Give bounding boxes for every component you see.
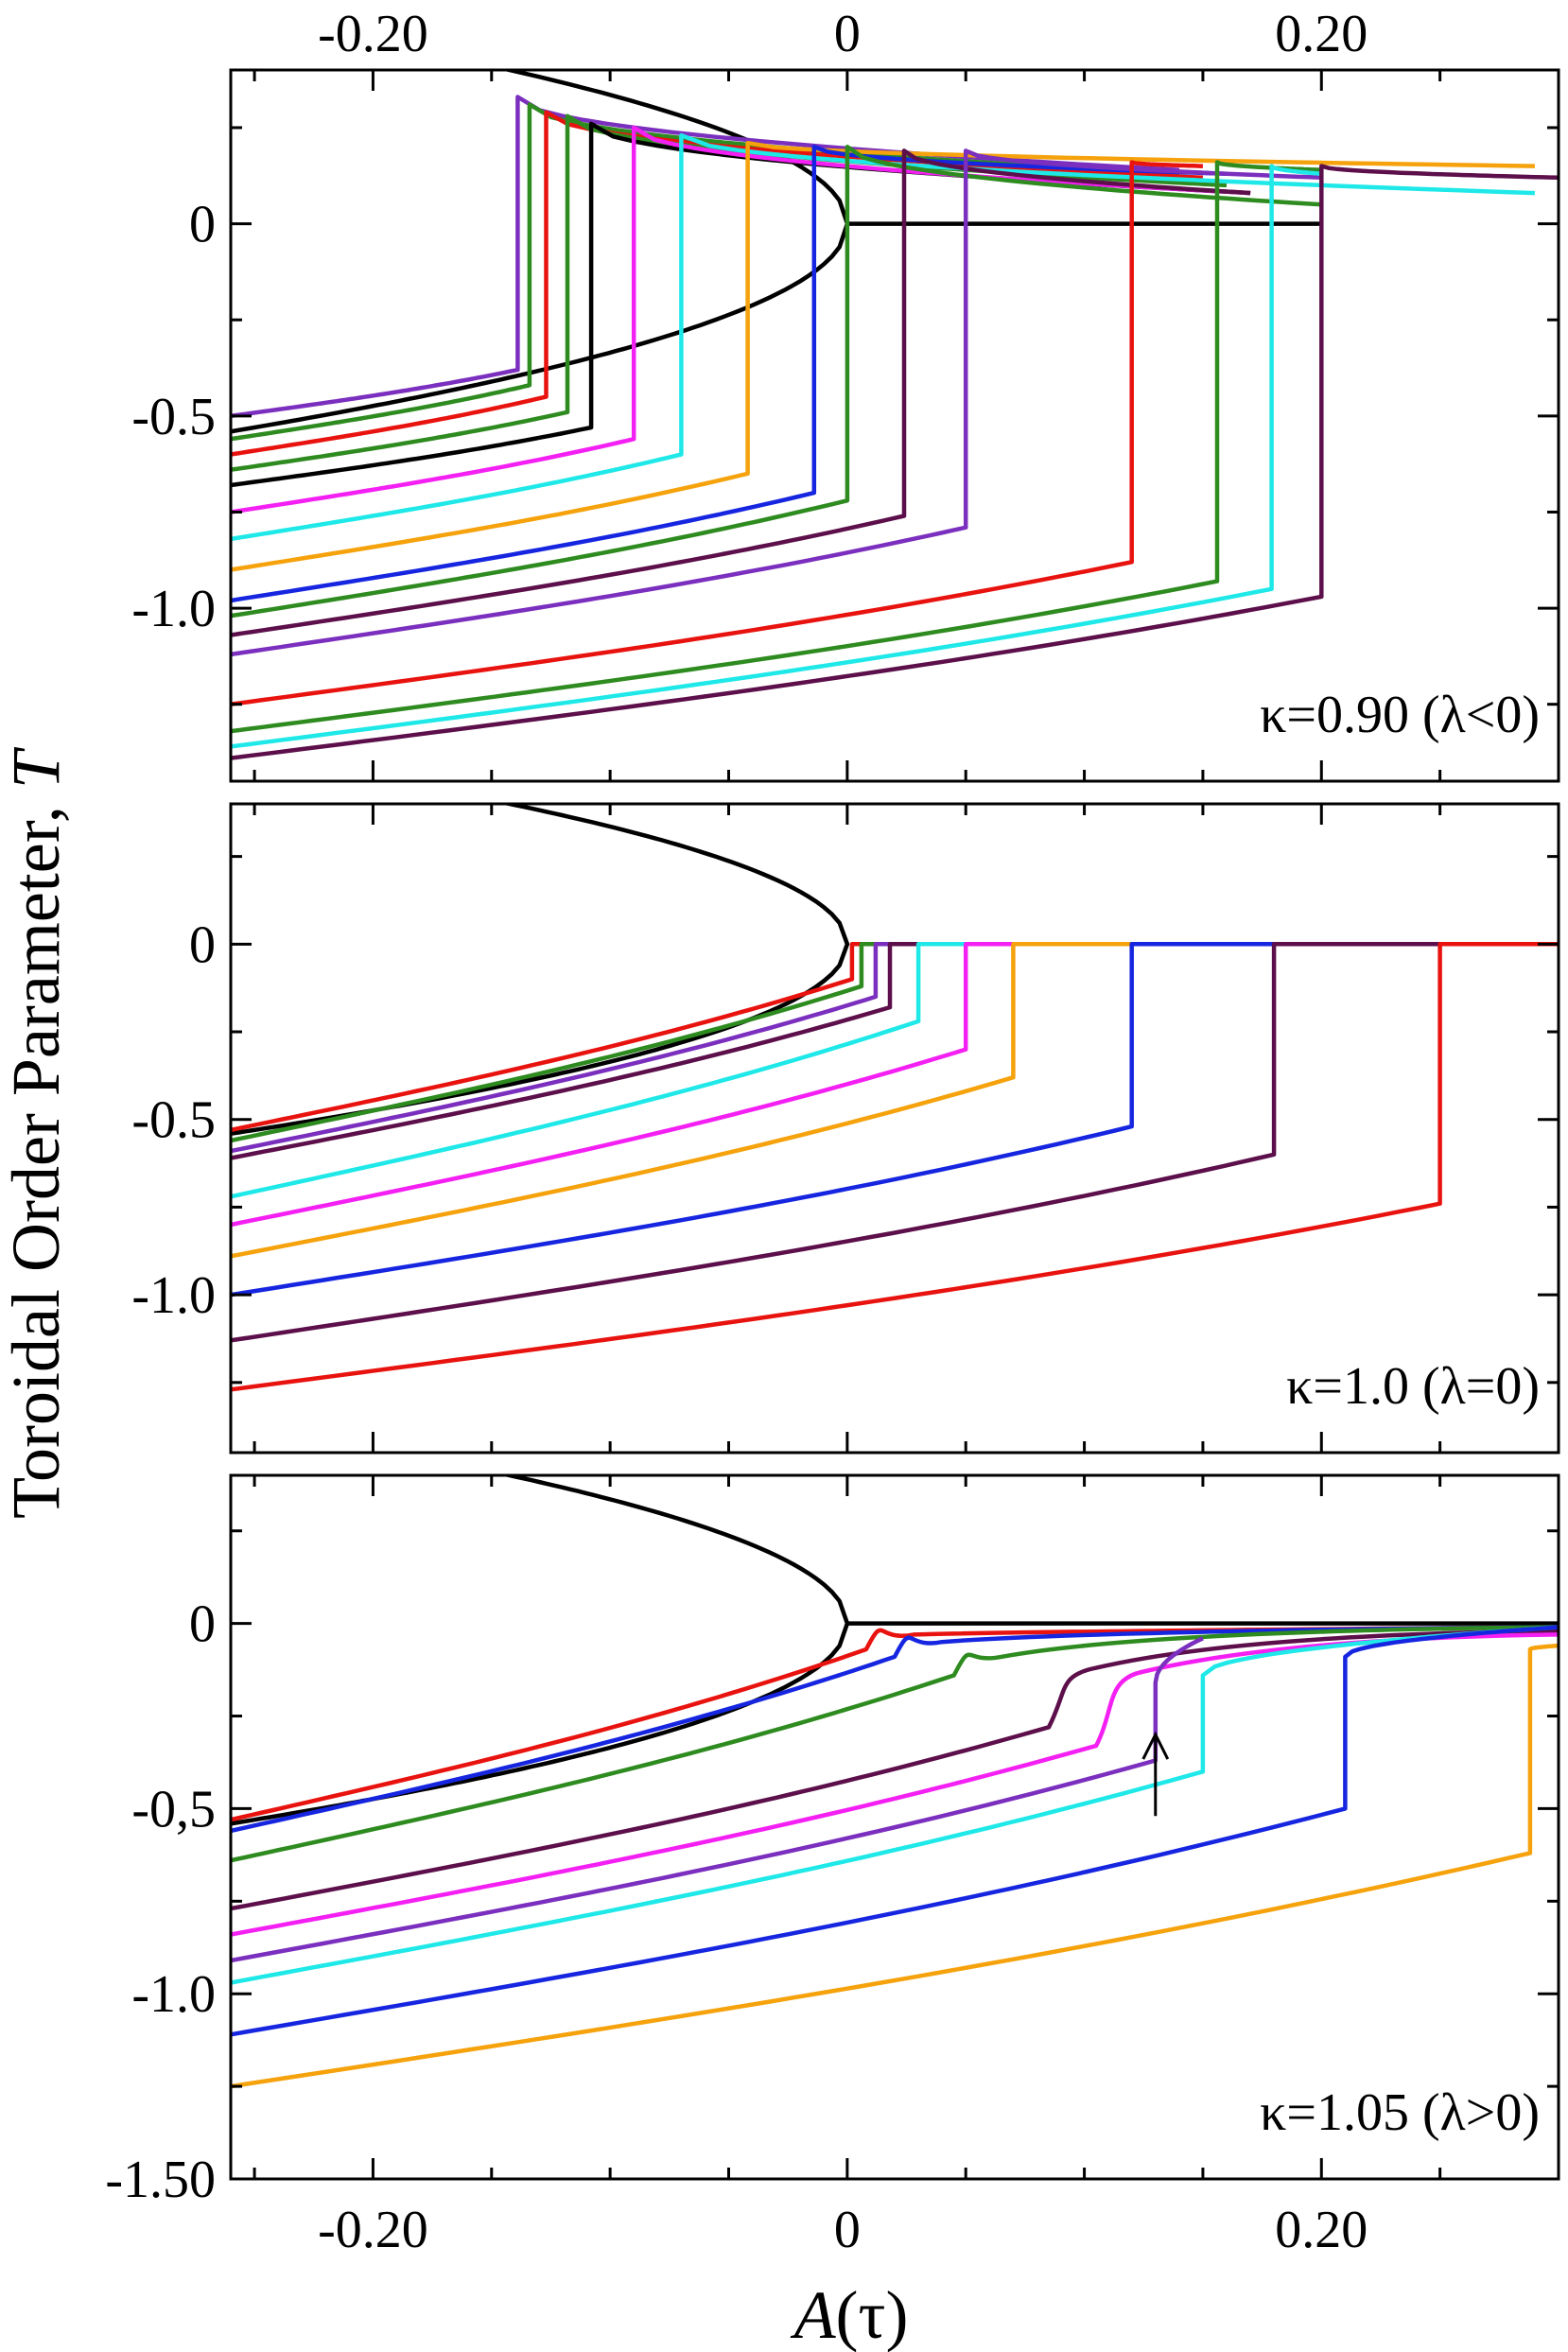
annotation-arrow-head <box>1141 1731 1170 1760</box>
series-line-12 <box>231 160 1203 706</box>
y-axis-title-prefix: Toroidal Order Parameter, <box>0 789 74 1519</box>
series-line-9 <box>231 942 1559 1392</box>
series-line-8 <box>231 942 1559 1343</box>
panel-kappa-090-label: κ=0.90 (λ<0) <box>1260 686 1540 744</box>
series-line-10 <box>231 148 1251 637</box>
bottom-x-tick-labels: -0.20 0 0.20 <box>318 2201 1368 2259</box>
bottom-x-tick-label: -0.20 <box>318 2201 428 2259</box>
y-tick-label: -1.0 <box>131 580 216 638</box>
panel-kappa-090-ticks <box>231 70 1559 781</box>
panel-kappa-100-y-tick-labels: 0 -0.5 -1.0 <box>131 915 216 1325</box>
series-line-1 <box>231 102 1180 442</box>
panel-kappa-105-lines <box>231 1475 1559 2089</box>
panel-kappa-100-frame <box>229 802 1560 1455</box>
panel-kappa-100-ticks <box>231 804 1559 1453</box>
panel-kappa-100-lines <box>231 804 1559 1392</box>
y-axis-title: Toroidal Order Parameter, T <box>0 746 74 1519</box>
y-tick-label: 0 <box>189 915 216 974</box>
series-line-1 <box>231 1625 1559 1834</box>
panel-kappa-105-ticks <box>231 1475 1559 2181</box>
top-x-tick-label: 0.20 <box>1275 5 1368 63</box>
series-line-15 <box>231 164 1559 760</box>
series-line-9 <box>231 145 1322 618</box>
y-tick-label: -1.0 <box>131 1965 216 2024</box>
y-tick-label: -1.50 <box>105 2151 216 2209</box>
top-x-tick-label: -0.20 <box>318 5 428 63</box>
y-axis-title-variable: T <box>0 746 74 789</box>
series-line-6 <box>231 132 1535 542</box>
panel-kappa-100-label: κ=1.0 (λ=0) <box>1286 1357 1540 1416</box>
bottom-x-tick-label: 0.20 <box>1275 2201 1368 2259</box>
panel-kappa-090-y-tick-labels: 0 -0.5 -1.0 <box>131 196 216 638</box>
series-line-4 <box>231 1632 1559 1937</box>
reference-parabola <box>231 70 850 434</box>
reference-parabola <box>231 1475 850 1826</box>
y-tick-label: -0,5 <box>131 1780 216 1838</box>
y-tick-label: -0.5 <box>131 1091 216 1150</box>
series-line-13 <box>231 160 1322 734</box>
panel-kappa-105-y-tick-labels: 0 -0,5 -1.0 -1.50 <box>105 1595 216 2209</box>
series-line-8 <box>231 145 1228 603</box>
series-line-3 <box>231 1629 1559 1911</box>
series-line-11 <box>231 148 1322 657</box>
series-line-5 <box>231 942 1559 1228</box>
top-x-tick-label: 0 <box>834 5 861 63</box>
x-axis-title-variable: A <box>791 2277 837 2352</box>
series-line-14 <box>231 164 1322 749</box>
x-axis-title-argument: (τ) <box>836 2277 909 2352</box>
series-line-8 <box>231 1643 1559 2089</box>
panel-kappa-100: 0 -0.5 -1.0 κ=1.0 (λ=0) <box>131 802 1560 1455</box>
series-line-7 <box>231 140 1535 572</box>
series-line-5 <box>231 125 1251 514</box>
series-line-2 <box>231 1625 1559 1863</box>
y-tick-label: 0 <box>189 196 216 254</box>
series-line-0 <box>231 95 1180 419</box>
reference-parabola <box>231 804 850 1136</box>
y-tick-label: 0 <box>189 1595 216 1654</box>
panel-kappa-105-label: κ=1.05 (λ>0) <box>1260 2083 1540 2142</box>
top-x-tick-labels: -0.20 0 0.20 <box>318 5 1368 63</box>
series-line-5 <box>231 1636 1204 1963</box>
panel-kappa-090: 0 -0.5 -1.0 κ=0.90 (λ<0) <box>131 68 1560 783</box>
panel-kappa-105-frame <box>229 1473 1560 2181</box>
y-tick-label: -1.0 <box>131 1266 216 1325</box>
bottom-x-tick-label: 0 <box>834 2201 861 2259</box>
series-line-3 <box>231 942 1559 1160</box>
series-line-0 <box>231 1625 1559 1822</box>
x-axis-title: A(τ) <box>791 2277 909 2352</box>
panel-kappa-090-lines <box>231 70 1559 760</box>
panel-kappa-090-frame <box>229 68 1560 783</box>
y-tick-label: -0.5 <box>131 388 216 446</box>
series-line-6 <box>231 1625 1559 1985</box>
panel-kappa-105: 0 -0,5 -1.0 -1.50 κ=1.05 (λ>0) <box>105 1473 1560 2209</box>
series-line-7 <box>231 1625 1559 2037</box>
